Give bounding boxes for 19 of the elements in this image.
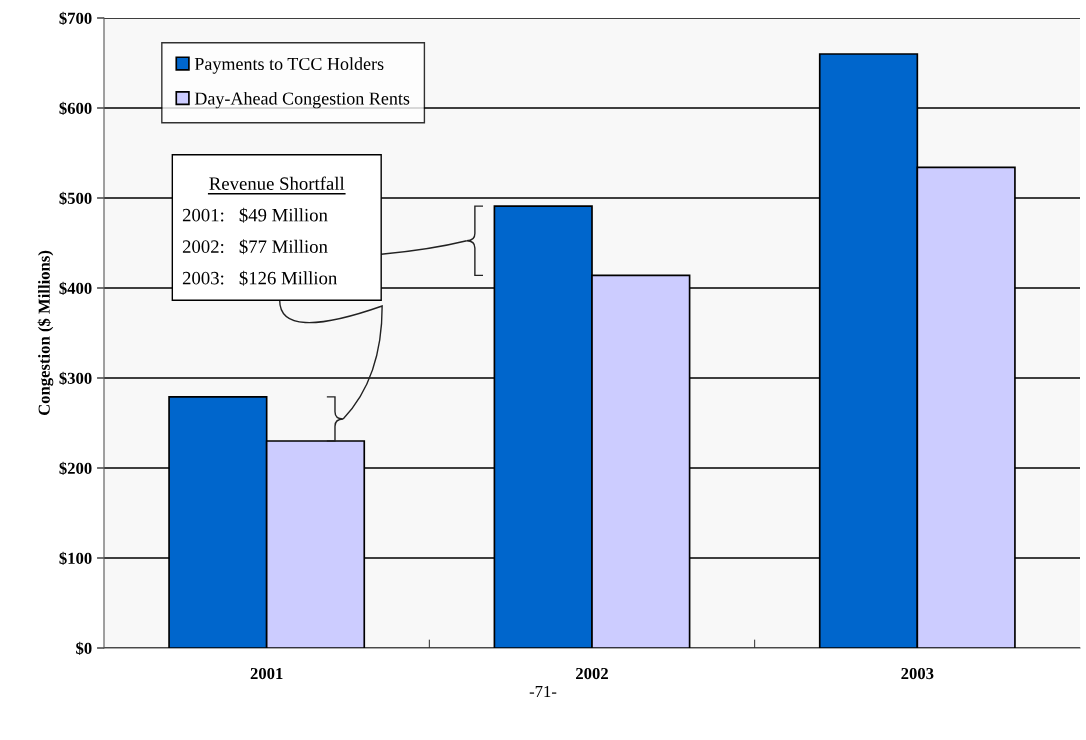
annotation: 2003: $126 Million [182,270,338,286]
y-tick-label: $600 [59,101,92,116]
y-tick-label: $400 [59,281,92,296]
y-tick-label: $500 [59,191,92,206]
x-tick-label: 2001 [250,667,283,680]
y-tick-label: $300 [59,371,92,386]
y-tick-label: $200 [59,461,92,476]
legend-label: Payments to TCC Holders [194,57,384,74]
annotation: 2001: $49 Million [182,207,328,223]
annotation: 2002: $77 Million [182,239,328,255]
text: -71- [529,686,557,698]
annotation: Revenue Shortfall [209,176,345,190]
y-tick-label: $700 [59,11,92,26]
legend-label: Day-Ahead Congestion Rents [194,91,410,109]
y-tick-label: $0 [76,641,92,656]
x-tick-label: 2002 [576,667,608,680]
y-axis-title: Congestion ($ Millions) [37,250,54,416]
x-tick-label: 2003 [901,667,934,680]
y-tick-label: $100 [59,551,92,566]
